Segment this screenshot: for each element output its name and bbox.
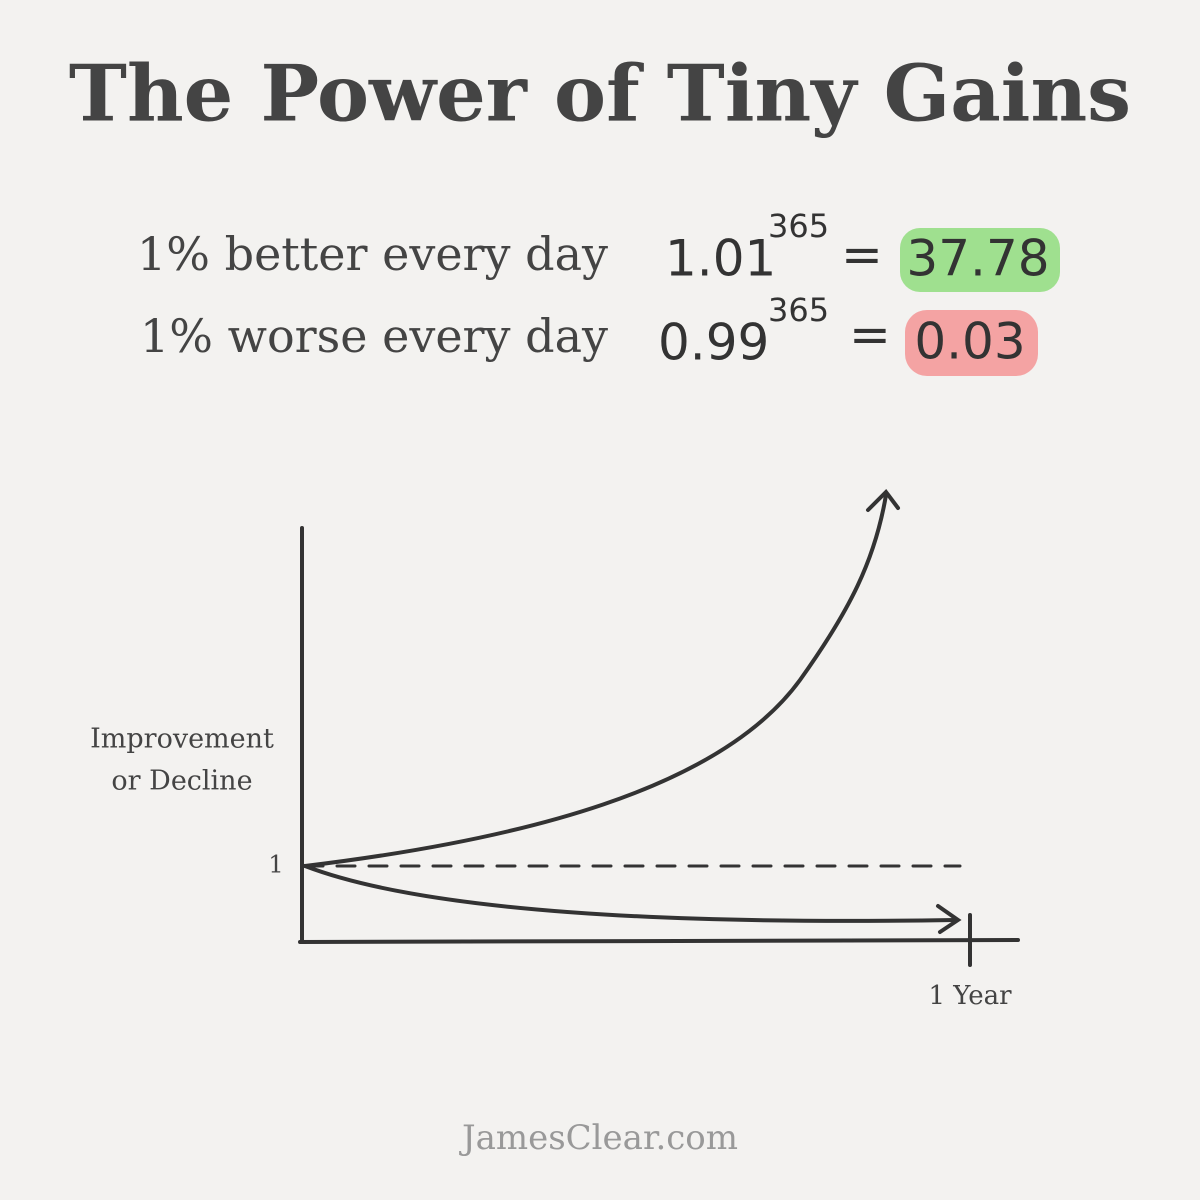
- equation-base: 1.01: [665, 230, 776, 288]
- equation-exponent: 365: [768, 291, 829, 329]
- decline-curve: [303, 864, 957, 923]
- equation-result: 0.03: [914, 313, 1025, 371]
- result-highlight: [905, 310, 1038, 376]
- graph: [298, 488, 1020, 967]
- x-tick-label: 1 Year: [928, 981, 1012, 1011]
- y-tick-label: 1: [268, 851, 283, 879]
- arrowhead: [936, 904, 962, 934]
- result-highlight: [900, 228, 1060, 292]
- equation-operator: =: [849, 306, 891, 364]
- equation-result: 37.78: [906, 230, 1049, 288]
- growth-curve: [303, 493, 888, 868]
- x-axis: [298, 938, 1020, 944]
- equation-exponent: 365: [768, 207, 829, 245]
- equation-label: 1% better every day: [137, 227, 608, 281]
- equation-label: 1% worse every day: [140, 309, 608, 363]
- footer: JamesClear.com: [459, 1118, 738, 1158]
- y-axis-label: Improvement: [90, 724, 274, 755]
- y-axis-label: or Decline: [111, 766, 252, 797]
- equation-base: 0.99: [658, 314, 769, 372]
- title: The Power of Tiny Gains: [69, 49, 1131, 140]
- arrowhead: [866, 488, 900, 512]
- equation-operator: =: [841, 226, 883, 284]
